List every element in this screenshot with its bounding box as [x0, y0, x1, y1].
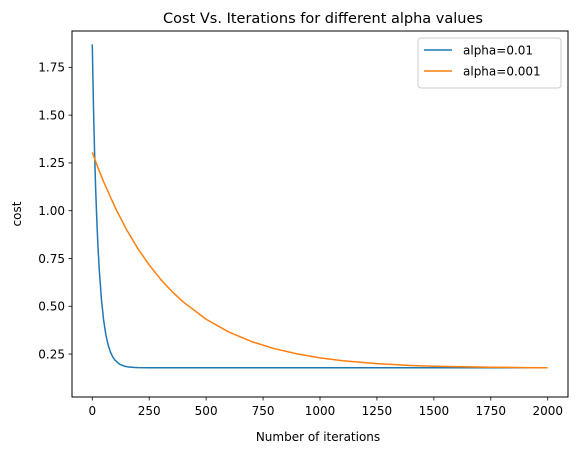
x-tick-label: 1250: [362, 404, 393, 418]
x-tick-label: 0: [88, 404, 96, 418]
y-axis-label: cost: [10, 201, 24, 226]
y-tick-label: 0.25: [38, 347, 65, 361]
chart-title: Cost Vs. Iterations for different alpha …: [163, 11, 483, 27]
x-tick-label: 750: [252, 404, 275, 418]
x-tick-label: 1750: [476, 404, 507, 418]
x-tick-label: 500: [195, 404, 218, 418]
x-tick-label: 1500: [419, 404, 450, 418]
series-layer: [91, 44, 548, 369]
x-axis-ticks: 0 250 500 750 1000 1250 1500 1750 2000: [88, 397, 563, 418]
x-tick-label: 2000: [532, 404, 563, 418]
legend-box: [417, 37, 562, 89]
y-tick-label: 0.75: [38, 252, 65, 266]
legend-label: alpha=0.001: [463, 64, 541, 78]
legend: alpha=0.01 alpha=0.001: [417, 37, 562, 89]
y-tick-label: 1.25: [38, 156, 65, 170]
y-tick-label: 1.50: [38, 108, 65, 122]
y-tick-label: 1.00: [38, 204, 65, 218]
y-tick-label: 1.75: [38, 61, 65, 75]
x-tick-label: 1000: [305, 404, 336, 418]
series-line-1: [91, 44, 548, 369]
x-axis-label: Number of iterations: [256, 430, 380, 444]
y-tick-label: 0.50: [38, 300, 65, 314]
series-line-2: [91, 152, 548, 369]
x-tick-label: 250: [138, 404, 161, 418]
legend-label: alpha=0.01: [463, 43, 533, 57]
y-axis-ticks: 0.25 0.50 0.75 1.00 1.25 1.50 1.75: [38, 61, 72, 361]
